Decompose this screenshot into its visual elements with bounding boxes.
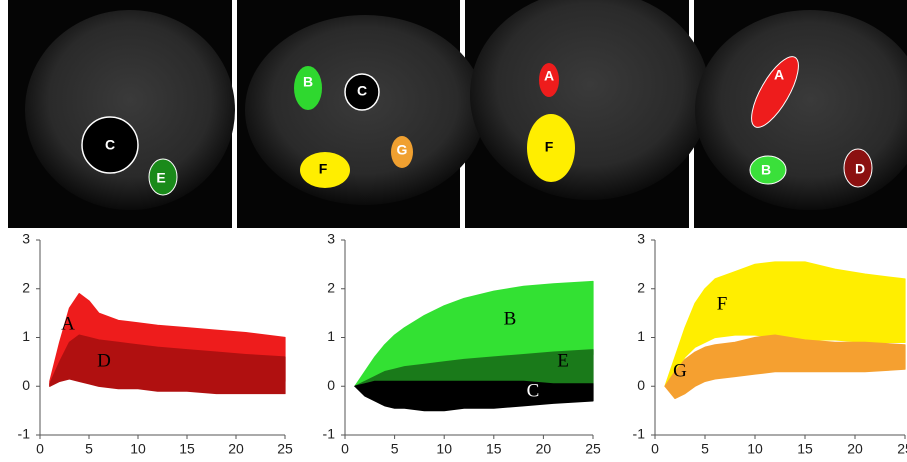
x-tick-label: 15 [797,441,813,457]
band [354,380,594,412]
series-label: B [504,308,517,329]
band [664,334,906,400]
roi [391,136,413,168]
x-tick-label: 20 [536,441,552,457]
series-label: D [97,350,111,371]
y-tick-label: -1 [18,426,31,442]
series-label: A [61,313,75,334]
roi-label: D [855,161,865,177]
x-tick-label: 10 [130,441,146,457]
roi [527,114,575,182]
x-tick-label: 25 [277,441,293,457]
roi [148,158,178,196]
y-tick-label: 0 [22,377,30,393]
y-tick-label: 3 [637,231,645,247]
y-tick-label: 1 [22,328,30,344]
x-tick-label: 0 [651,441,659,457]
y-tick-label: 2 [22,279,30,295]
roi [300,152,350,188]
band [664,261,906,387]
y-tick-label: 0 [327,377,335,393]
y-tick-label: 2 [327,279,335,295]
x-tick-label: 25 [897,441,907,457]
series-label: G [673,360,687,381]
y-tick-label: 1 [327,328,335,344]
roi-label: G [397,142,408,158]
roi-label: A [774,67,784,83]
band [49,334,286,395]
roi [344,73,380,111]
x-tick-label: 5 [391,441,399,457]
y-tick-label: 2 [637,279,645,295]
y-tick-label: 1 [637,328,645,344]
roi [81,116,139,174]
roi-label: B [761,162,771,178]
roi [749,155,787,185]
roi-label: F [545,139,554,155]
series-label: F [717,293,728,314]
x-tick-label: 15 [486,441,502,457]
series-label: C [527,380,540,401]
x-tick-label: 10 [436,441,452,457]
y-tick-label: -1 [323,426,336,442]
roi-label: B [303,74,313,90]
y-tick-label: -1 [633,426,646,442]
roi-label: C [105,137,115,153]
roi [294,66,322,110]
roi [539,63,559,97]
roi-label: C [357,83,367,99]
roi [751,56,799,128]
roi-label: E [156,170,165,186]
roi-label: F [319,161,328,177]
x-tick-label: 0 [341,441,349,457]
x-tick-label: 10 [747,441,763,457]
x-tick-label: 0 [36,441,44,457]
image-panels: C E B C F G A F A B D [8,0,907,228]
series-label: E [557,350,569,371]
tissue [25,10,235,210]
x-tick-label: 20 [847,441,863,457]
roi [843,148,873,188]
x-tick-label: 25 [585,441,601,457]
x-tick-label: 15 [179,441,195,457]
y-tick-label: 3 [22,231,30,247]
x-tick-label: 20 [228,441,244,457]
x-tick-label: 5 [85,441,93,457]
y-tick-label: 0 [637,377,645,393]
x-tick-label: 5 [701,441,709,457]
y-tick-label: 3 [327,231,335,247]
roi-label: A [544,68,554,84]
